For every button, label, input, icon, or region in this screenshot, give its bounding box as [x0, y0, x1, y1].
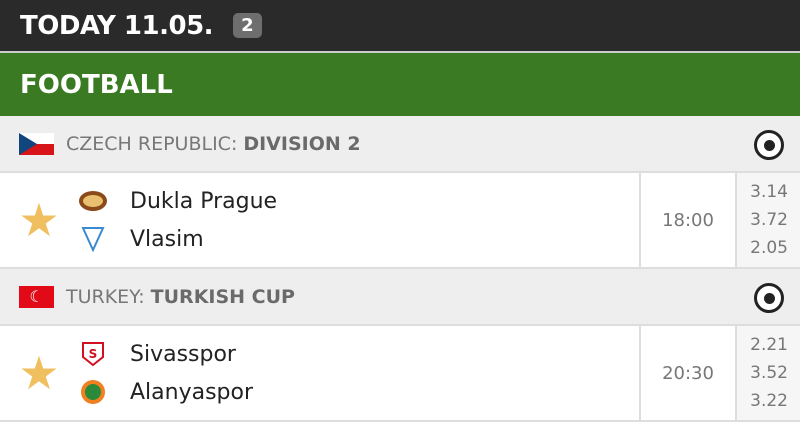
favorite-star-icon[interactable]: ★	[18, 193, 60, 247]
odds-home[interactable]: 3.14	[750, 182, 788, 202]
odds-draw[interactable]: 3.52	[750, 363, 788, 383]
away-team: Alanyaspor	[130, 379, 254, 405]
league-name: TURKISH CUP	[150, 285, 295, 308]
match-time: 18:00	[641, 173, 737, 267]
league-country: CZECH REPUBLIC:	[66, 132, 238, 155]
league-country: TURKEY:	[66, 285, 145, 308]
vlasim-logo-icon	[78, 226, 108, 252]
odds-draw[interactable]: 3.72	[750, 210, 788, 230]
odds-home[interactable]: 2.21	[750, 335, 788, 355]
alanyaspor-logo-icon	[78, 379, 108, 405]
league-header[interactable]: CZECH REPUBLIC: DIVISION 2	[0, 116, 800, 173]
odds-away[interactable]: 2.05	[750, 238, 788, 258]
svg-text:S: S	[89, 347, 98, 361]
match-time: 20:30	[641, 326, 737, 420]
away-team: Vlasim	[130, 226, 204, 252]
dukla-logo-icon	[78, 188, 108, 214]
league-name: DIVISION 2	[243, 132, 361, 155]
soccer-ball-icon	[754, 283, 784, 313]
sport-title: FOOTBALL	[20, 69, 173, 100]
sivasspor-logo-icon: S	[78, 341, 108, 367]
date-title: TODAY 11.05.	[20, 10, 214, 41]
sport-header[interactable]: FOOTBALL	[0, 53, 800, 116]
match-row[interactable]: ★ Dukla Prague Vlasim 18:00 3.14 3.72 2.…	[0, 173, 800, 269]
czech-flag-icon	[19, 132, 54, 155]
league-header[interactable]: ☾ TURKEY: TURKISH CUP	[0, 269, 800, 326]
match-row[interactable]: ★ S Sivasspor Alanyaspor 20:30 2.21 3.52 …	[0, 326, 800, 422]
match-count-badge: 2	[233, 13, 262, 38]
odds: 3.14 3.72 2.05	[737, 173, 800, 267]
turkey-flag-icon: ☾	[19, 285, 54, 308]
odds: 2.21 3.52 3.22	[737, 326, 800, 420]
favorite-star-icon[interactable]: ★	[18, 346, 60, 400]
date-header: TODAY 11.05. 2	[0, 0, 800, 53]
soccer-ball-icon	[754, 130, 784, 160]
odds-away[interactable]: 3.22	[750, 391, 788, 411]
home-team: Dukla Prague	[130, 188, 278, 214]
home-team: Sivasspor	[130, 341, 236, 367]
